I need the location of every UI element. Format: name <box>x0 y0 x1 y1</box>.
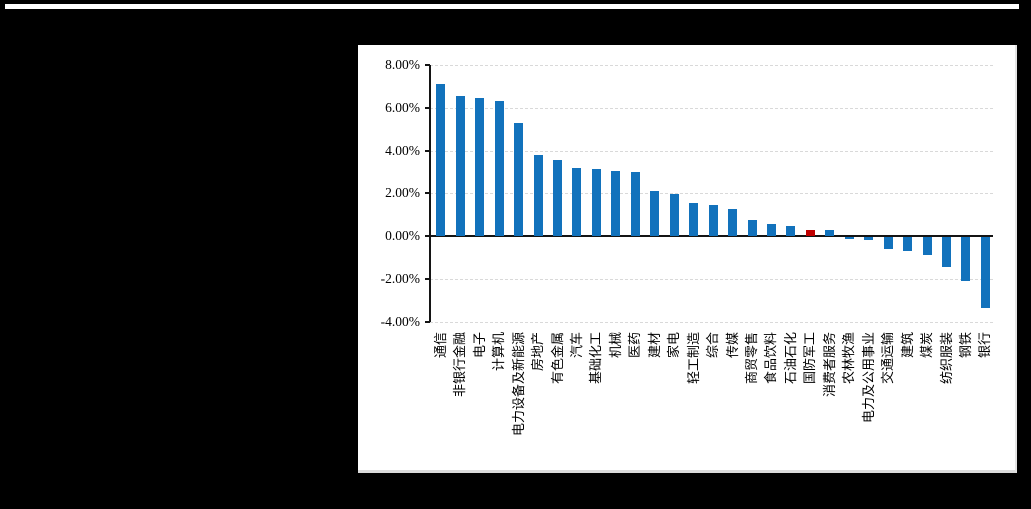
bar <box>669 194 679 236</box>
x-category-label: 建筑 <box>899 332 915 359</box>
bar <box>844 237 854 239</box>
x-category-label: 汽车 <box>568 332 584 359</box>
x-category-label: 银行 <box>977 332 993 359</box>
x-category-label: 轻工制造 <box>685 332 701 385</box>
x-category-label: 电力及公用事业 <box>860 332 876 424</box>
x-category-label: 传媒 <box>724 332 740 359</box>
bar <box>864 237 874 241</box>
y-axis-tick <box>425 277 430 280</box>
y-tick-label: 0.00% <box>385 228 420 243</box>
bar <box>766 224 776 236</box>
y-axis-tick <box>425 106 430 109</box>
gridline <box>430 278 993 280</box>
bar <box>708 205 718 236</box>
y-tick-label: 4.00% <box>385 142 420 158</box>
y-tick-label: 6.00% <box>385 99 420 115</box>
y-tick-label: 2.00% <box>385 185 420 201</box>
y-axis-tick <box>425 192 430 195</box>
x-category-label: 石油石化 <box>782 332 798 385</box>
y-tick-label: -4.00% <box>380 313 420 329</box>
bar <box>650 191 660 236</box>
bar <box>514 122 524 236</box>
x-category-label: 家电 <box>666 332 682 359</box>
gridline <box>430 150 993 152</box>
y-axis-tick <box>425 64 430 66</box>
bar <box>825 230 835 236</box>
y-axis-line <box>429 65 431 322</box>
gridline <box>430 193 993 195</box>
bar <box>961 237 971 281</box>
bar <box>903 237 913 252</box>
bar <box>805 229 815 236</box>
bar <box>475 98 485 236</box>
bar <box>611 170 621 236</box>
y-tick-label: -2.00% <box>380 270 420 286</box>
x-category-label: 建材 <box>646 332 662 359</box>
bar <box>591 168 601 236</box>
gridline <box>430 107 993 109</box>
x-category-label: 农林牧渔 <box>841 332 857 385</box>
y-tick-label: 8.00% <box>385 57 420 72</box>
bar <box>980 237 990 308</box>
y-axis-tick <box>425 235 430 237</box>
gridline <box>430 321 993 323</box>
x-category-label: 非银行金融 <box>452 332 468 398</box>
x-category-label: 计算机 <box>491 332 507 372</box>
y-axis-tick <box>425 320 430 323</box>
x-category-label: 医药 <box>627 332 643 359</box>
x-category-label: 房地产 <box>530 332 546 372</box>
x-category-label: 商贸零售 <box>744 332 759 385</box>
bar <box>494 101 504 236</box>
x-category-label: 纺织服装 <box>938 332 954 385</box>
x-category-label: 食品饮料 <box>763 332 779 385</box>
bar <box>533 154 543 236</box>
x-category-label: 通信 <box>432 332 448 359</box>
x-category-label: 煤炭 <box>919 332 935 359</box>
x-category-label: 国防军工 <box>802 332 818 385</box>
bar <box>883 237 893 249</box>
x-category-label: 交通运输 <box>880 332 896 385</box>
x-category-label: 基础化工 <box>588 332 604 385</box>
bar <box>630 171 640 236</box>
gridline <box>430 65 993 66</box>
bar <box>572 167 582 236</box>
x-category-label: 钢铁 <box>957 332 973 359</box>
plot-area: 8.00% 6.00% 4.00% 2.00% 0.00% -2.00% -4.00% 通信非… <box>358 45 1015 470</box>
bar <box>553 160 562 236</box>
bar <box>747 219 757 236</box>
x-category-label: 综合 <box>705 332 721 359</box>
chart-panel: 8.00% 6.00% 4.00% 2.00% 0.00% -2.00% -4.00% 通信非… <box>358 45 1017 473</box>
x-category-label: 机械 <box>607 332 623 359</box>
bar <box>922 237 932 255</box>
bar <box>786 226 796 236</box>
bar <box>436 84 446 236</box>
x-category-label: 消费者服务 <box>821 332 837 398</box>
bar <box>689 202 699 236</box>
x-axis-zero-line <box>430 235 993 237</box>
bar <box>942 237 951 268</box>
top-divider-strip <box>5 4 1019 9</box>
y-axis-tick <box>425 149 430 152</box>
bar <box>728 209 738 236</box>
x-category-label: 有色金属 <box>549 332 565 385</box>
bar <box>455 95 465 236</box>
x-category-label: 电子 <box>471 332 487 359</box>
x-category-label: 电力设备及新能源 <box>510 332 526 437</box>
